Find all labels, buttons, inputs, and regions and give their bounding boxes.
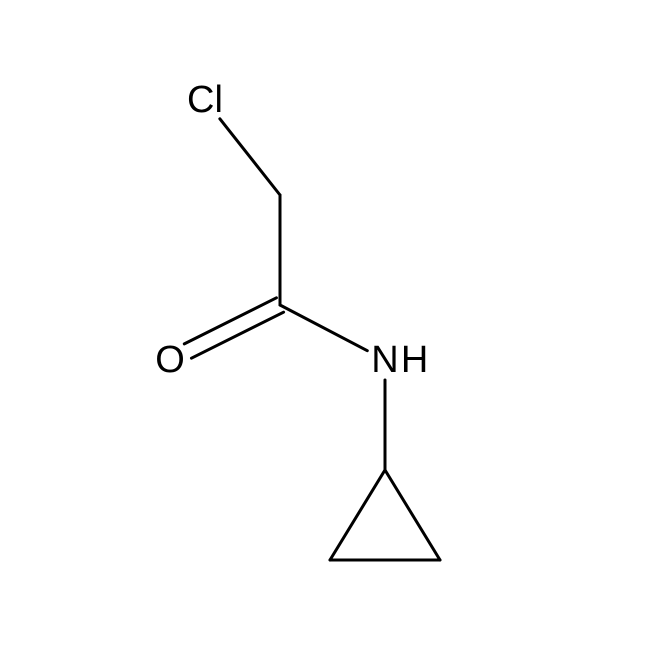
bond-line: [191, 312, 283, 358]
chemical-structure-diagram: Cl O NH: [0, 0, 650, 650]
bond-line: [330, 470, 385, 560]
atom-label: N: [371, 339, 398, 381]
atom-label: H: [401, 339, 428, 381]
atom-label: Cl: [187, 79, 223, 121]
bond-line: [385, 470, 440, 560]
bond-line: [220, 119, 280, 195]
bond-line: [280, 305, 367, 351]
atom-label: O: [155, 339, 185, 381]
bond-line: [184, 298, 276, 344]
